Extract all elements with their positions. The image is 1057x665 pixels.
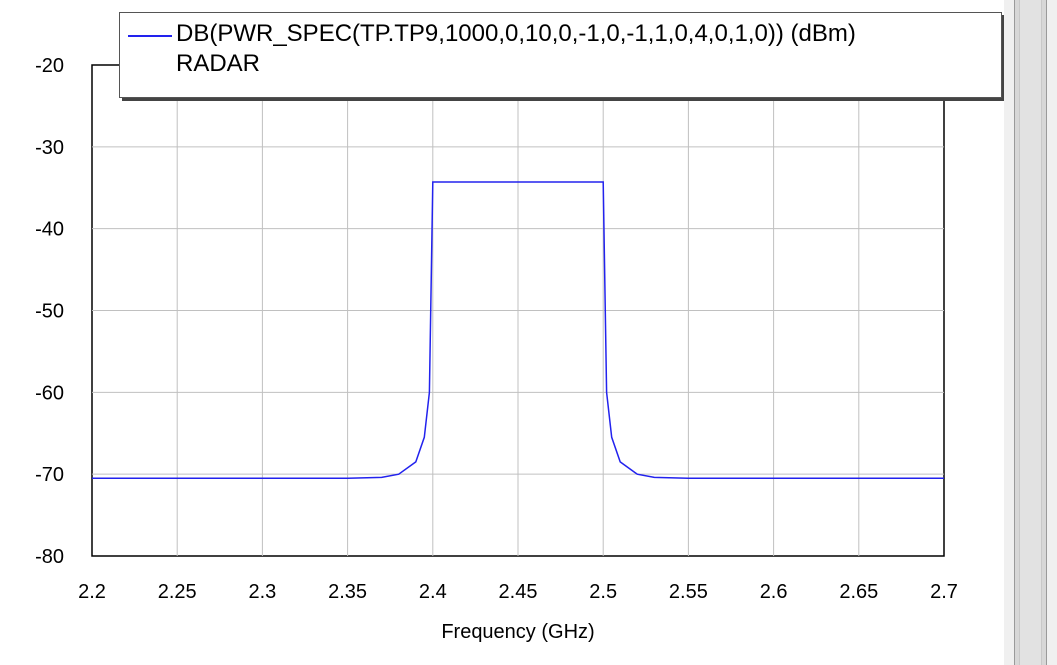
y-tick-label: -50 [35, 301, 64, 323]
y-tick-label: -20 [35, 55, 64, 77]
legend-swatch [128, 35, 172, 37]
x-axis-label: Frequency (GHz) [441, 621, 594, 643]
y-tick-label: -40 [35, 219, 64, 241]
series-line-radar [92, 181, 944, 480]
legend[interactable]: DB(PWR_SPEC(TP.TP9,1000,0,10,0,-1,0,-1,1… [119, 12, 1002, 98]
y-tick-label: -30 [35, 137, 64, 159]
x-tick-label: 2.35 [328, 581, 367, 603]
x-axis-ticks: 2.2 2.25 2.3 2.35 2.4 2.45 2.5 2.55 2.6 2.65 2.7 [78, 581, 958, 603]
chart-svg: -20-30-40-50-60-70-80 2.2 2.25 2.3 2.35 2.4 2… [35, 55, 958, 643]
x-tick-label: 2.5 [589, 581, 617, 603]
y-tick-label: -60 [35, 382, 64, 404]
legend-series-label: DB(PWR_SPEC(TP.TP9,1000,0,10,0,-1,0,-1,1… [176, 20, 856, 47]
x-tick-label: 2.55 [669, 581, 708, 603]
y-tick-label: -80 [35, 546, 64, 568]
y-tick-label: -70 [35, 464, 64, 486]
x-tick-label: 2.7 [930, 581, 958, 603]
vertical-scrollbar[interactable] [1004, 0, 1057, 665]
grid-layer [92, 65, 944, 556]
x-tick-label: 2.65 [839, 581, 878, 603]
legend-series-name: RADAR [176, 50, 261, 77]
x-tick-label: 2.2 [78, 581, 106, 603]
scrollbar-track[interactable] [1014, 0, 1047, 665]
y-axis-ticks: -20 -30 -40 -50 -60 -70 -80 [35, 55, 64, 568]
x-tick-label: 2.6 [760, 581, 788, 603]
scrollbar-thumb[interactable] [1019, 0, 1042, 665]
x-tick-label: 2.25 [158, 581, 197, 603]
x-tick-label: 2.45 [499, 581, 538, 603]
x-tick-label: 2.4 [419, 581, 447, 603]
x-tick-label: 2.3 [248, 581, 276, 603]
